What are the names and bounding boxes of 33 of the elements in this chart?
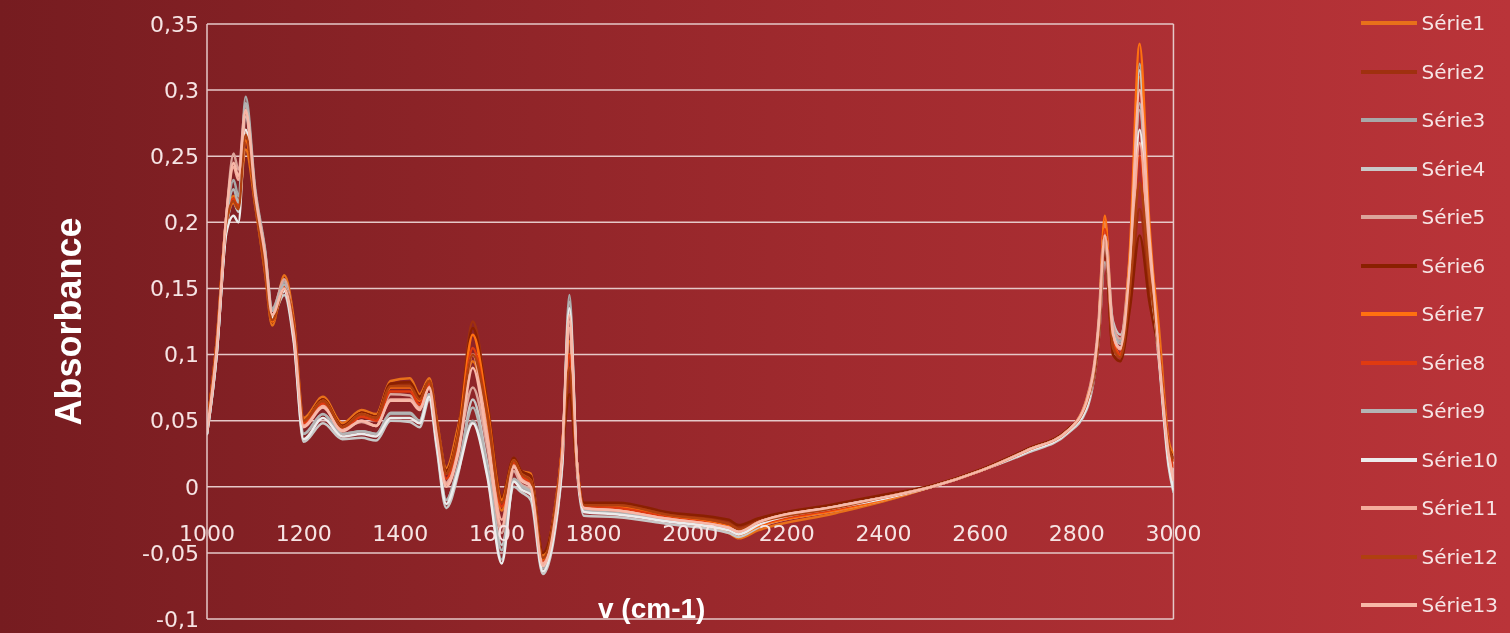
- legend-label: Série8: [1421, 350, 1486, 375]
- x-tick-label: 2800: [1048, 520, 1105, 546]
- y-tick-label: 0,1: [164, 342, 199, 368]
- x-tick-label: 2400: [855, 520, 912, 546]
- legend-label: Série4: [1421, 156, 1486, 181]
- legend-label: Série3: [1421, 108, 1486, 133]
- legend-label: Série7: [1421, 302, 1486, 327]
- legend-label: Série13: [1421, 593, 1498, 618]
- legend-label: Série11: [1421, 496, 1498, 521]
- legend-label: Série10: [1421, 447, 1498, 472]
- legend-label: Série1: [1421, 11, 1486, 36]
- x-axis-title: v (cm-1): [598, 593, 706, 625]
- x-tick-label: 2000: [662, 520, 719, 546]
- y-tick-label: 0,35: [150, 11, 199, 37]
- y-tick-label: 0,05: [150, 408, 199, 434]
- legend-label: Série6: [1421, 253, 1486, 278]
- legend-label: Série2: [1421, 59, 1486, 84]
- legend-label: Série12: [1421, 544, 1498, 569]
- x-tick-label: 1400: [372, 520, 429, 546]
- x-tick-label: 1800: [565, 520, 622, 546]
- y-tick-label: 0,15: [150, 276, 199, 302]
- x-tick-label: 2200: [758, 520, 815, 546]
- y-tick-label: 0: [185, 474, 199, 500]
- y-tick-label: -0,1: [156, 606, 199, 632]
- y-tick-label: 0,3: [164, 77, 199, 103]
- y-tick-label: -0,05: [142, 540, 199, 566]
- y-axis-title: Absorbance: [47, 217, 89, 426]
- x-tick-label: 1200: [275, 520, 332, 546]
- y-tick-label: 0,25: [150, 144, 199, 170]
- x-tick-label: 2600: [952, 520, 1009, 546]
- legend-label: Série9: [1421, 399, 1486, 424]
- y-tick-label: 0,2: [164, 210, 199, 236]
- legend-label: Série5: [1421, 205, 1486, 230]
